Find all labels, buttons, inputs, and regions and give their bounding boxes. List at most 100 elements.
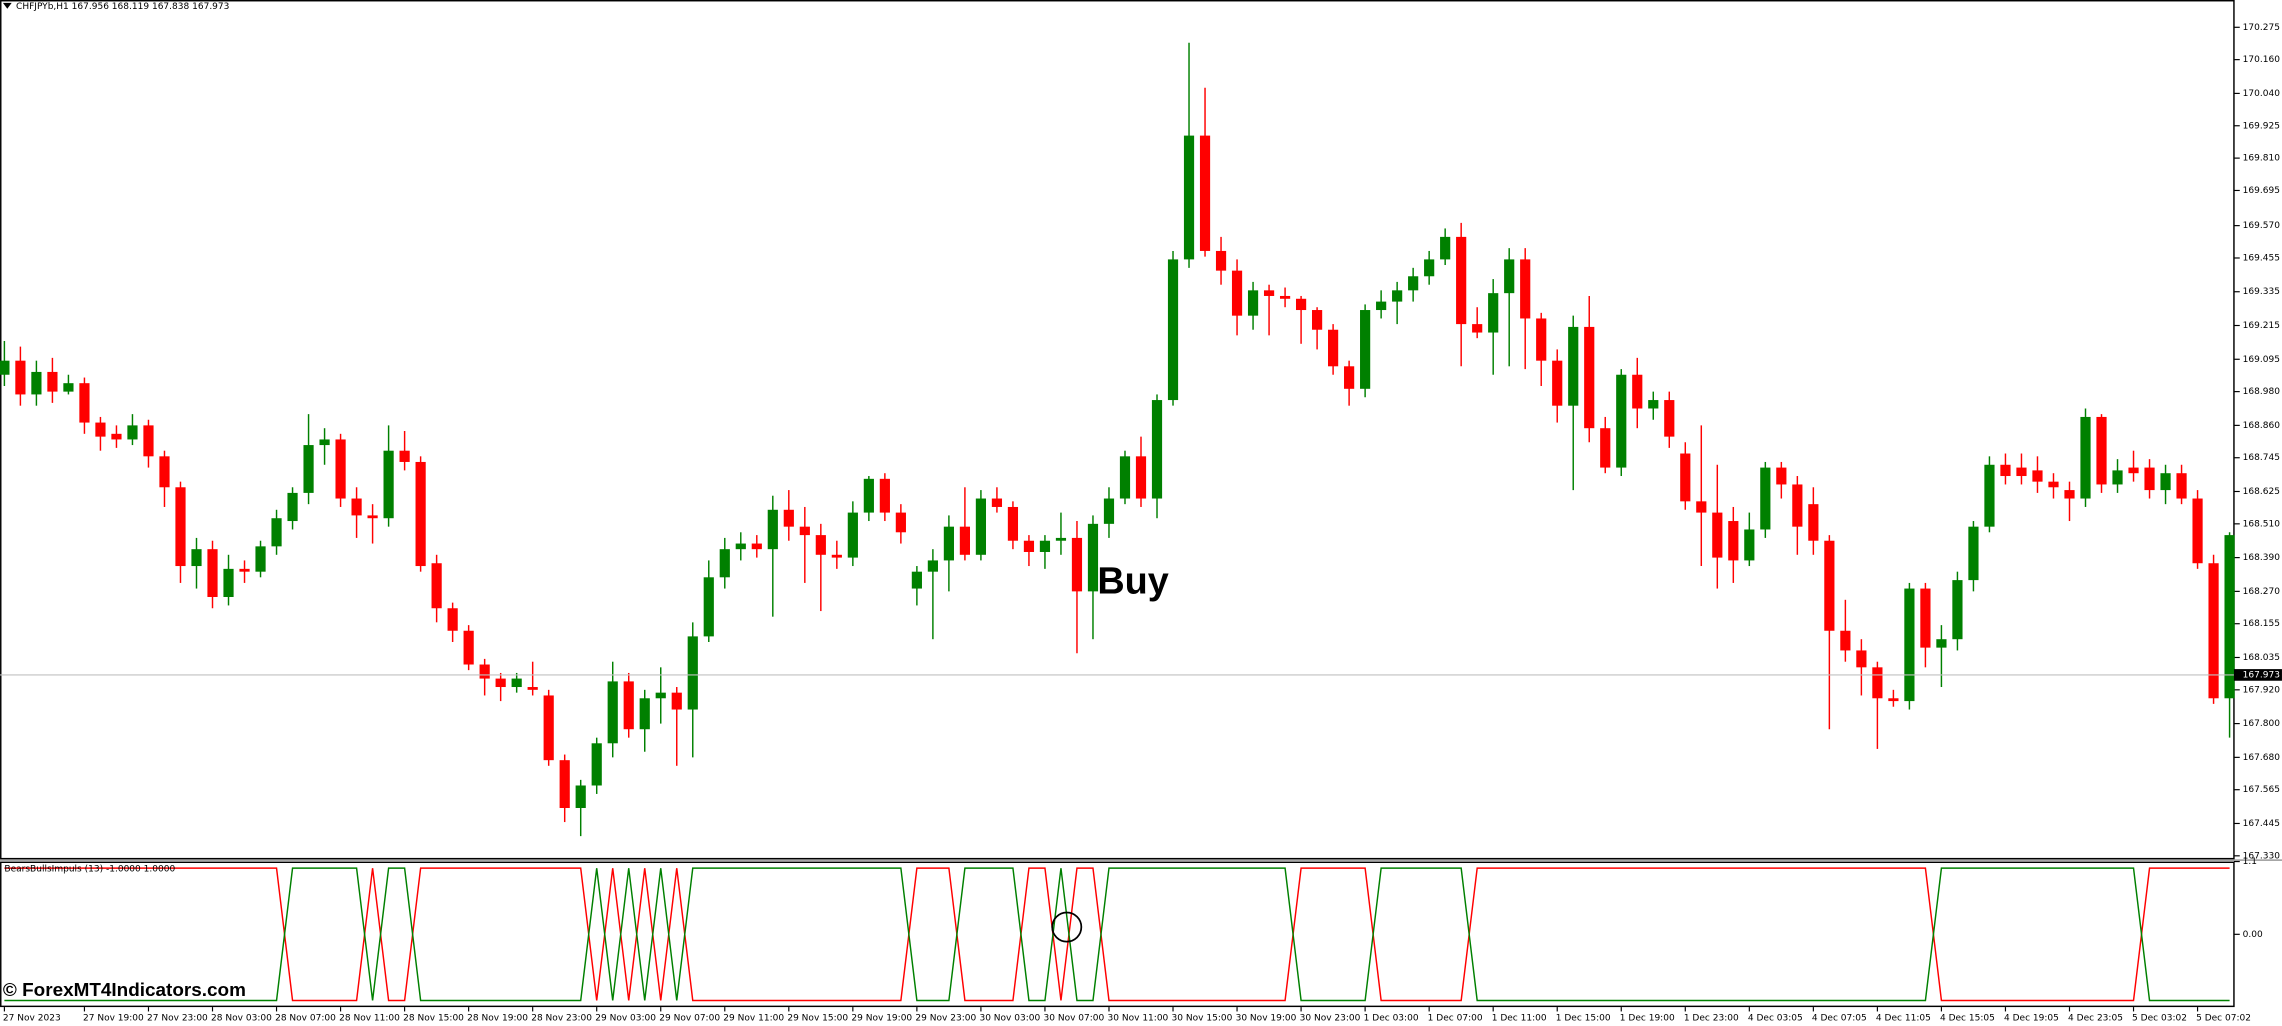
candle-body <box>1600 428 1611 468</box>
y-tick-label: 167.680 <box>2243 753 2281 763</box>
x-tick-label: 28 Nov 11:00 <box>339 1013 400 1023</box>
candle-body <box>1344 366 1355 389</box>
x-tick-label: 1 Dec 11:00 <box>1492 1013 1547 1023</box>
candle-body <box>591 743 602 786</box>
annotation: Buy <box>1097 561 1168 603</box>
x-tick-label: 27 Nov 19:00 <box>83 1013 144 1023</box>
x-tick-label: 30 Nov 03:00 <box>979 1013 1040 1023</box>
candle-body <box>1151 400 1163 499</box>
candle-body <box>1472 324 1483 333</box>
candle-body <box>2048 481 2059 488</box>
candle-body <box>2160 473 2171 491</box>
x-tick-label: 1 Dec 07:00 <box>1428 1013 1483 1023</box>
candle-body <box>543 695 554 761</box>
candle-body <box>1696 501 1707 513</box>
candle-body <box>111 433 122 440</box>
x-tick-label: 29 Nov 15:00 <box>787 1013 848 1023</box>
x-tick-label: 1 Dec 19:00 <box>1620 1013 1675 1023</box>
candle-body <box>975 498 987 555</box>
candle-body <box>383 450 394 519</box>
candle-body <box>863 478 874 513</box>
y-tick-label: 170.040 <box>2243 89 2281 99</box>
candle-body <box>2032 470 2043 482</box>
candle-body <box>1023 540 1035 552</box>
candle-body <box>1808 504 1819 541</box>
candle-body <box>527 687 538 690</box>
watermark: © ForexMT4Indicators.com <box>3 980 246 1001</box>
y-tick-label: 168.625 <box>2243 487 2280 497</box>
candle-body <box>1904 588 1915 702</box>
y-tick-label: 170.275 <box>2243 23 2280 33</box>
candle-body <box>175 487 186 567</box>
y-tick-label: 168.390 <box>2243 553 2281 563</box>
y-tick-label: 168.745 <box>2243 453 2280 463</box>
y-tick-label: 169.095 <box>2243 355 2280 365</box>
x-tick-label: 4 Dec 07:05 <box>1812 1013 1867 1023</box>
x-tick-label: 4 Dec 11:05 <box>1876 1013 1931 1023</box>
x-tick-label: 30 Nov 07:00 <box>1043 1013 1104 1023</box>
candle-body <box>143 425 154 457</box>
x-tick-label: 5 Dec 07:02 <box>2196 1013 2251 1023</box>
candle-body <box>1584 326 1595 429</box>
candle-body <box>1760 467 1771 530</box>
y-tick-label: 168.035 <box>2243 653 2280 663</box>
candle-body <box>2016 467 2027 477</box>
y-tick-label: 169.810 <box>2243 154 2281 164</box>
candle-body <box>1215 250 1227 271</box>
candle-body <box>1504 259 1515 294</box>
candle-body <box>1680 453 1691 502</box>
y-tick-label: 0.00 <box>2243 930 2263 940</box>
candle-body <box>671 692 682 710</box>
y-tick-label: 167.920 <box>2243 685 2281 695</box>
candle-body <box>1408 276 1419 291</box>
candle-body <box>63 383 74 392</box>
candle-body <box>1007 506 1019 541</box>
candle-body <box>1295 298 1307 311</box>
candle-body <box>815 535 826 555</box>
candle-body <box>1520 259 1531 319</box>
candle-body <box>1648 400 1659 409</box>
x-tick-label: 29 Nov 19:00 <box>851 1013 912 1023</box>
candle-body <box>2144 467 2155 491</box>
candle-body <box>991 498 1003 507</box>
x-tick-label: 4 Dec 15:05 <box>1940 1013 1995 1023</box>
candle-body <box>1135 456 1147 499</box>
candle-body <box>751 543 762 550</box>
x-tick-label: 1 Dec 23:00 <box>1684 1013 1739 1023</box>
candle-body <box>335 439 346 499</box>
x-tick-label: 29 Nov 23:00 <box>915 1013 976 1023</box>
candle-body <box>2192 498 2203 564</box>
candle-body <box>767 509 778 550</box>
candle-body <box>431 563 442 609</box>
y-tick-label: 168.980 <box>2243 387 2281 397</box>
x-tick-label: 27 Nov 23:00 <box>147 1013 208 1023</box>
candle-body <box>31 371 42 395</box>
candle-body <box>1744 529 1755 561</box>
candle-body <box>1792 484 1803 527</box>
candle-body <box>303 445 314 493</box>
candle-body <box>271 518 282 547</box>
candle-body <box>831 554 842 558</box>
y-tick-label: 167.800 <box>2243 719 2281 729</box>
x-tick-label: 29 Nov 11:00 <box>723 1013 784 1023</box>
candle-body <box>623 681 634 730</box>
y-tick-label: 169.925 <box>2243 121 2280 131</box>
candle-body <box>1312 310 1323 330</box>
x-tick-label: 30 Nov 15:00 <box>1172 1013 1233 1023</box>
candle-body <box>1488 293 1499 333</box>
candle-body <box>1984 464 1995 527</box>
x-tick-label: 30 Nov 19:00 <box>1236 1013 1297 1023</box>
x-tick-label: 28 Nov 15:00 <box>403 1013 464 1023</box>
x-tick-label: 4 Dec 19:05 <box>2004 1013 2059 1023</box>
candle-body <box>911 571 922 589</box>
candle-body <box>1247 290 1259 316</box>
candle-body <box>1231 270 1243 316</box>
candle-body <box>1183 135 1195 260</box>
main-panel-frame <box>0 0 2235 860</box>
candle-body <box>1728 521 1739 561</box>
candle-body <box>1856 650 1867 668</box>
candle-body <box>2128 467 2139 474</box>
